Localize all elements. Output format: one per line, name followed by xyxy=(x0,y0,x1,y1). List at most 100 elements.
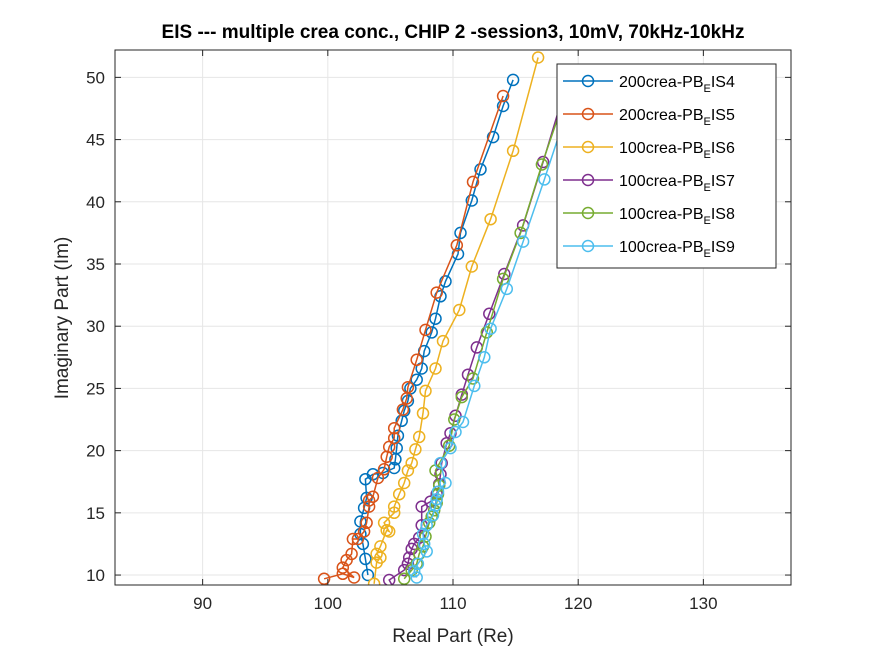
legend-label-subscript: E xyxy=(704,215,711,227)
data-point xyxy=(429,499,442,512)
data-point xyxy=(454,226,467,240)
y-tick-label: 50 xyxy=(86,68,105,87)
legend-item: 200crea-PBEIS4 xyxy=(563,74,735,95)
legend-label-subscript: E xyxy=(704,116,711,128)
data-point xyxy=(496,89,510,103)
legend-label-main: 100crea-PB xyxy=(619,239,704,256)
y-tick-label: 45 xyxy=(86,131,105,150)
legend-label: 100crea-PBEIS7 xyxy=(619,173,735,194)
data-point xyxy=(465,260,479,273)
y-tick-label: 15 xyxy=(86,504,105,523)
data-point xyxy=(434,456,447,470)
data-point xyxy=(429,312,442,325)
legend-label: 200crea-PBEIS5 xyxy=(619,107,735,128)
data-point xyxy=(416,407,430,420)
data-point xyxy=(401,557,415,571)
series-6 xyxy=(407,108,572,584)
data-point xyxy=(474,163,487,176)
x-tick-label: 130 xyxy=(689,594,717,613)
plot-area xyxy=(317,51,577,585)
data-point xyxy=(456,415,470,429)
data-point xyxy=(448,413,461,426)
data-point xyxy=(387,500,401,513)
data-point xyxy=(387,421,401,435)
data-point xyxy=(410,571,423,584)
legend-label-main: 200crea-PB xyxy=(619,74,704,91)
data-point xyxy=(401,380,415,394)
legend-item: 100crea-PBEIS8 xyxy=(563,206,735,227)
data-point xyxy=(453,303,466,317)
x-tick-label: 100 xyxy=(314,594,342,613)
data-point xyxy=(506,144,520,158)
data-point xyxy=(362,494,376,507)
tick-labels: 90 100 110 120 130 10 15 20 25 30 35 40 45 50 xyxy=(86,68,717,613)
legend-marker xyxy=(581,74,595,88)
x-axis-label: Real Part (Re) xyxy=(392,626,513,647)
legend-label-subscript: E xyxy=(704,182,711,194)
y-tick-label: 35 xyxy=(86,255,105,274)
data-point xyxy=(410,353,423,367)
data-point xyxy=(351,532,365,546)
y-tick-label: 40 xyxy=(86,193,105,212)
data-point xyxy=(431,485,445,498)
data-point xyxy=(496,99,510,113)
legend-marker xyxy=(581,239,595,253)
data-point xyxy=(405,456,418,470)
data-point xyxy=(439,275,452,288)
x-tick-label: 90 xyxy=(193,594,212,613)
legend-label-subscript: E xyxy=(704,149,711,161)
legend-label: 100crea-PBEIS6 xyxy=(619,140,735,161)
series-line xyxy=(373,57,539,584)
data-point xyxy=(345,547,358,561)
data-point xyxy=(538,173,551,186)
legend-label-main: 100crea-PB xyxy=(619,173,704,190)
data-point xyxy=(401,464,415,477)
data-point xyxy=(425,326,438,339)
data-point xyxy=(392,487,406,501)
data-point xyxy=(397,476,411,490)
data-point xyxy=(366,490,380,503)
legend-marker xyxy=(581,140,595,154)
data-point xyxy=(455,390,469,404)
data-point xyxy=(357,525,371,538)
data-point xyxy=(449,425,462,439)
legend-label-main: 200crea-PB xyxy=(619,107,704,124)
data-point xyxy=(480,326,494,339)
data-point xyxy=(444,441,457,455)
data-point xyxy=(409,443,422,456)
legend-marker xyxy=(581,107,595,121)
legend-label: 200crea-PBEIS4 xyxy=(619,74,735,95)
data-point xyxy=(377,516,391,530)
data-point xyxy=(430,286,443,299)
legend-label-tail: IS7 xyxy=(711,173,735,190)
data-point xyxy=(498,267,511,281)
data-point xyxy=(374,540,387,553)
axis-ticks xyxy=(115,50,791,585)
x-tick-label: 110 xyxy=(439,594,466,613)
data-point xyxy=(397,563,411,577)
data-point xyxy=(410,373,423,386)
data-point xyxy=(465,194,479,207)
legend-box xyxy=(556,63,777,269)
data-point xyxy=(346,532,360,546)
data-point xyxy=(419,384,432,398)
data-point xyxy=(387,431,401,445)
y-tick-label: 10 xyxy=(86,566,105,585)
data-point xyxy=(535,158,549,171)
data-point xyxy=(466,372,480,385)
x-tick-label: 120 xyxy=(564,594,592,613)
y-axis-label: Imaginary Part (Im) xyxy=(52,237,73,400)
legend-marker xyxy=(581,173,595,187)
data-point xyxy=(347,571,361,584)
data-point xyxy=(516,235,530,248)
legend-label-tail: IS4 xyxy=(711,74,735,91)
legend-item: 100crea-PBEIS7 xyxy=(563,173,735,194)
legend-label-main: 100crea-PB xyxy=(619,206,704,223)
data-point xyxy=(466,175,480,189)
data-point xyxy=(484,322,497,335)
data-point xyxy=(450,239,464,252)
data-point xyxy=(397,572,411,585)
legend-label-tail: IS5 xyxy=(711,107,735,124)
y-tick-label: 25 xyxy=(86,379,105,398)
